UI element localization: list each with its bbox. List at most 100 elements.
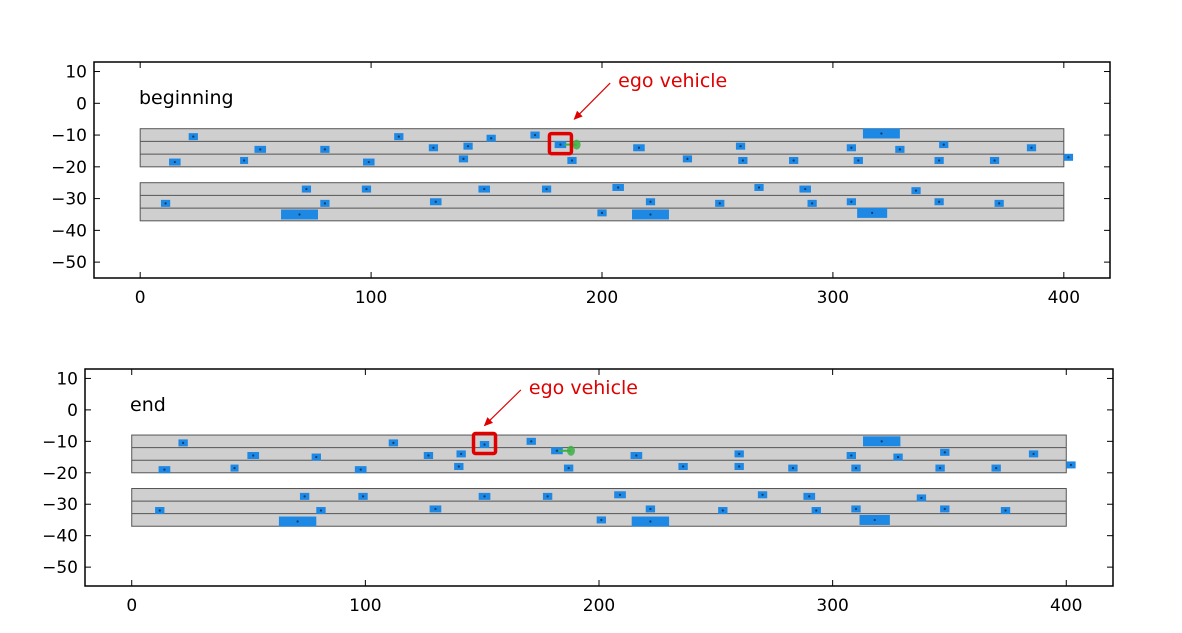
- vehicle-center-dot: [741, 159, 744, 162]
- vehicle-center-dot: [942, 143, 945, 146]
- vehicle-center-dot: [880, 440, 883, 443]
- panel-label: end: [130, 394, 166, 416]
- y-tick-label: −20: [42, 464, 78, 484]
- vehicle-center-dot: [483, 443, 486, 446]
- vehicle-center-dot: [686, 157, 689, 160]
- vehicle-center-dot: [792, 159, 795, 162]
- vehicle-center-dot: [319, 509, 323, 512]
- vehicle-center-dot: [305, 187, 308, 191]
- vehicle-center-dot: [158, 509, 161, 512]
- vehicle-center-dot: [898, 148, 901, 151]
- ego-annotation-arrow: [573, 82, 611, 120]
- x-tick-label: 0: [126, 596, 137, 616]
- x-tick-label: 100: [349, 596, 381, 616]
- vehicle-center-dot: [298, 213, 301, 216]
- vehicle-center-dot: [530, 440, 533, 443]
- vehicle-center-dot: [938, 159, 941, 162]
- vehicle-center-dot: [761, 493, 764, 496]
- ego-annotation-label: ego vehicle: [618, 70, 727, 92]
- vehicle-center-dot: [738, 465, 741, 468]
- vehicle-center-dot: [1004, 509, 1007, 512]
- vehicle-center-dot: [757, 186, 761, 189]
- vehicle-center-dot: [871, 211, 874, 214]
- vehicle-center-dot: [392, 441, 395, 445]
- vehicle-center-dot: [567, 466, 570, 470]
- vehicle-center-dot: [192, 135, 195, 138]
- y-tick-label: −10: [42, 432, 78, 452]
- vehicle-center-dot: [721, 509, 724, 512]
- y-tick-label: 0: [67, 401, 78, 421]
- vehicle-center-dot: [854, 466, 858, 470]
- y-tick-label: 0: [76, 94, 87, 114]
- vehicle-center-dot: [303, 495, 306, 498]
- vehicle-center-dot: [880, 132, 883, 135]
- vehicle-center-dot: [434, 507, 437, 511]
- y-tick-label: −30: [42, 495, 78, 515]
- vehicle-center-dot: [555, 449, 559, 452]
- x-tick-label: 300: [817, 288, 849, 308]
- vehicle-center-dot: [173, 160, 176, 164]
- road-band: [139, 128, 1065, 168]
- vehicle-center-dot: [365, 187, 368, 191]
- vehicle-center-dot: [546, 495, 549, 498]
- vehicle-center-dot: [938, 200, 941, 203]
- y-tick-label: 10: [56, 369, 78, 389]
- vehicle-center-dot: [939, 466, 942, 470]
- vehicle-center-dot: [600, 211, 604, 214]
- vehicle-center-dot: [791, 466, 795, 470]
- vehicle-center-dot: [361, 495, 365, 498]
- vehicle-center-dot: [873, 518, 876, 522]
- vehicle-center-dot: [559, 143, 562, 146]
- vehicle-center-dot: [718, 202, 721, 205]
- vehicle-center-dot: [635, 454, 638, 457]
- vehicle-center-dot: [323, 202, 327, 205]
- vehicle-center-dot: [466, 145, 470, 148]
- vehicle-center-dot: [896, 455, 900, 459]
- vehicle-center-dot: [804, 187, 807, 191]
- vehicle-center-dot: [397, 135, 400, 138]
- vehicle-center-dot: [993, 159, 996, 162]
- vehicle-center-dot: [296, 520, 299, 523]
- vehicle-center-dot: [617, 186, 620, 189]
- vehicle-center-dot: [570, 159, 574, 162]
- y-tick-label: −10: [51, 126, 87, 146]
- vehicle-center-dot: [182, 441, 185, 445]
- vehicle-center-dot: [600, 518, 603, 522]
- x-tick-label: 0: [135, 288, 146, 308]
- vehicle-center-dot: [943, 451, 946, 454]
- vehicle-center-dot: [995, 466, 998, 470]
- vehicle-center-dot: [545, 187, 548, 191]
- x-tick-label: 200: [586, 288, 618, 308]
- vehicle-center-dot: [533, 133, 537, 137]
- vehicle-center-dot: [1069, 463, 1073, 467]
- vehicle-center-dot: [252, 454, 255, 457]
- panel-label: beginning: [139, 87, 234, 109]
- vehicle-center-dot: [811, 202, 814, 205]
- vehicle-center-dot: [1067, 156, 1070, 159]
- x-tick-label: 300: [816, 596, 848, 616]
- vehicle-center-dot: [649, 520, 652, 523]
- vehicle-center-dot: [998, 202, 1001, 205]
- vehicle-center-dot: [259, 148, 262, 151]
- x-tick-label: 400: [1050, 596, 1082, 616]
- x-tick-label: 200: [583, 596, 615, 616]
- ego-annotation-arrow: [483, 389, 522, 427]
- vehicle-center-dot: [432, 146, 435, 149]
- vehicle-center-dot: [857, 159, 860, 162]
- axes-frame: [93, 61, 1111, 279]
- vehicle-center-dot: [682, 465, 685, 468]
- y-tick-label: 10: [65, 63, 87, 83]
- vehicle-center-dot: [649, 507, 652, 511]
- vehicle-center-dot: [738, 452, 741, 456]
- ego-highlight-box: [471, 431, 498, 456]
- vehicle-center-dot: [739, 145, 742, 148]
- vehicle-center-dot: [920, 496, 923, 500]
- vehicle-center-dot: [854, 507, 858, 511]
- x-tick-label: 100: [355, 288, 387, 308]
- vehicle-center-dot: [850, 146, 853, 149]
- axes-frame: [84, 368, 1114, 587]
- vehicle-center-dot: [367, 160, 370, 164]
- y-tick-label: −50: [42, 558, 78, 578]
